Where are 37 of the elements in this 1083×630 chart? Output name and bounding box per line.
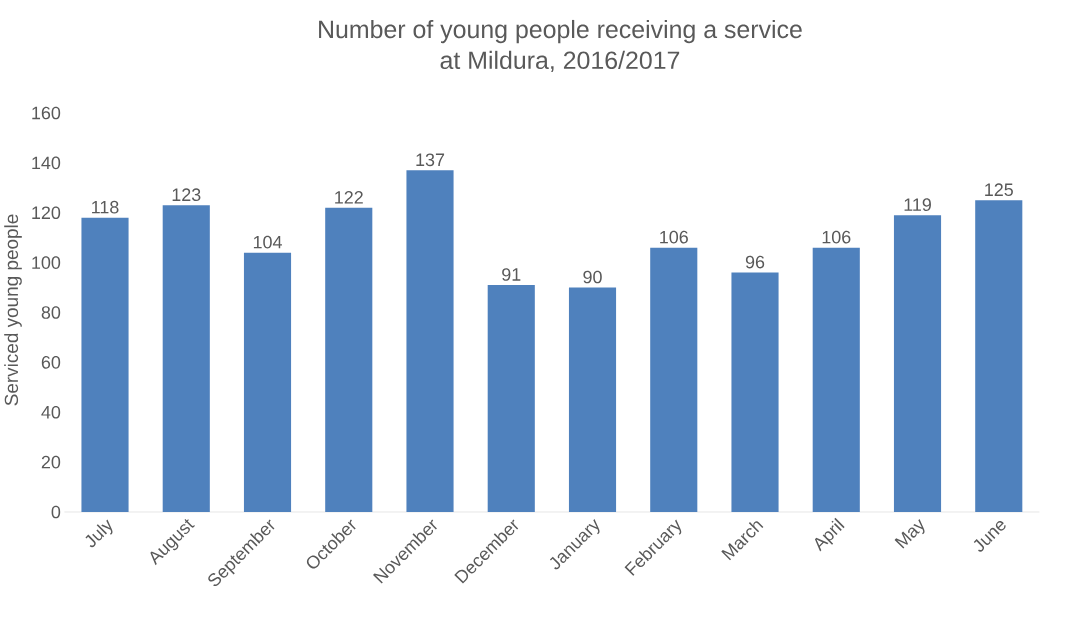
data-label: 119 (904, 198, 931, 212)
data-label: 91 (502, 268, 521, 281)
bar (568, 287, 617, 512)
bar (650, 247, 698, 512)
y-tick-label: 140 (32, 156, 61, 170)
y-tick-label: 40 (41, 405, 61, 419)
x-tick-label: May (894, 519, 925, 549)
data-label: 125 (985, 183, 1013, 197)
bar (243, 252, 292, 512)
bar (975, 200, 1023, 512)
bar (162, 205, 210, 512)
data-label: 118 (92, 200, 119, 214)
bar (731, 272, 779, 512)
bar (893, 215, 942, 512)
y-tick-label: 20 (41, 455, 61, 469)
data-label: 90 (583, 270, 602, 284)
y-tick-label: 60 (41, 356, 61, 369)
bar (81, 217, 129, 512)
data-label: 122 (335, 191, 363, 204)
bar (812, 247, 860, 512)
y-tick-label: 100 (32, 256, 61, 269)
data-label: 106 (822, 230, 851, 244)
chart-title: Number of young people receiving a service at Mildura, 2016/2017 (319, 19, 802, 73)
data-label: 104 (253, 235, 282, 249)
y-tick-label: 160 (32, 106, 61, 120)
bar (406, 170, 454, 512)
bar (325, 207, 373, 512)
data-label: 106 (660, 230, 688, 244)
y-tick-label: 120 (32, 206, 61, 220)
data-label: 123 (172, 188, 201, 202)
data-label: 96 (745, 255, 765, 269)
bar (487, 285, 535, 512)
y-axis-title: Serviced young people (4, 214, 22, 406)
y-tick-label: 0 (51, 505, 61, 519)
x-tick-label: July (85, 519, 113, 548)
data-label: 137 (416, 153, 445, 167)
y-tick-label: 80 (41, 306, 61, 319)
